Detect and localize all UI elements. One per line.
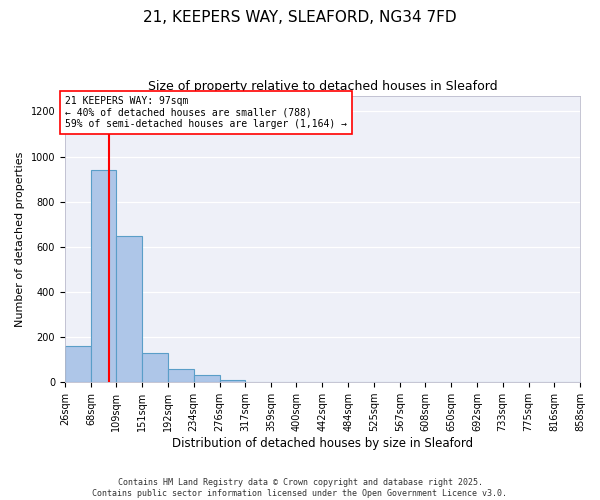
Bar bbox=[142, 353, 167, 382]
Text: 21 KEEPERS WAY: 97sqm
← 40% of detached houses are smaller (788)
59% of semi-det: 21 KEEPERS WAY: 97sqm ← 40% of detached … bbox=[65, 96, 347, 129]
Title: Size of property relative to detached houses in Sleaford: Size of property relative to detached ho… bbox=[148, 80, 497, 93]
Bar bbox=[116, 236, 142, 382]
Text: Contains HM Land Registry data © Crown copyright and database right 2025.
Contai: Contains HM Land Registry data © Crown c… bbox=[92, 478, 508, 498]
Text: 21, KEEPERS WAY, SLEAFORD, NG34 7FD: 21, KEEPERS WAY, SLEAFORD, NG34 7FD bbox=[143, 10, 457, 25]
Y-axis label: Number of detached properties: Number of detached properties bbox=[15, 151, 25, 326]
Bar bbox=[167, 368, 194, 382]
Bar bbox=[194, 376, 220, 382]
Bar bbox=[91, 170, 116, 382]
X-axis label: Distribution of detached houses by size in Sleaford: Distribution of detached houses by size … bbox=[172, 437, 473, 450]
Bar bbox=[220, 380, 245, 382]
Bar bbox=[65, 346, 91, 382]
